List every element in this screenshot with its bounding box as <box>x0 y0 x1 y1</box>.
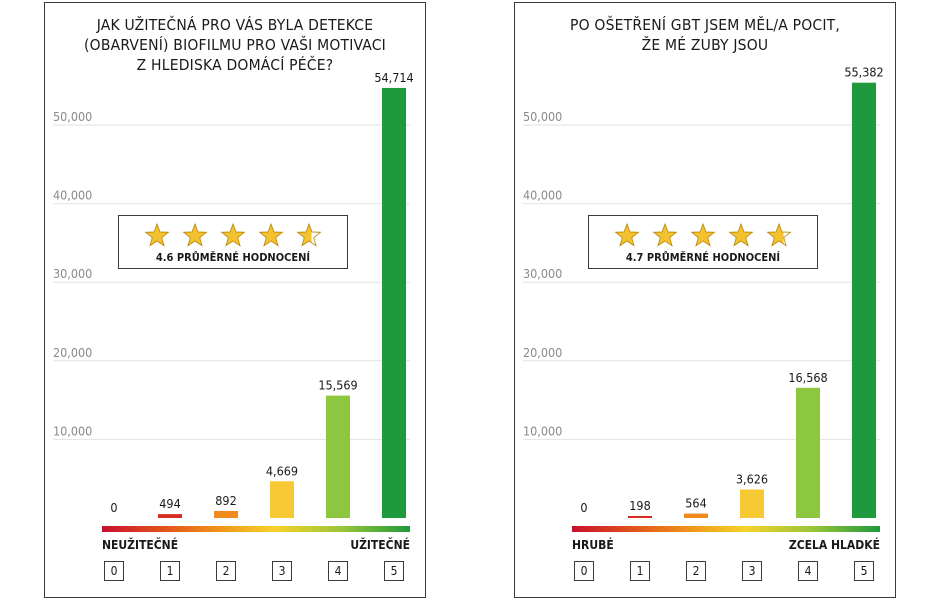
bar-3 <box>270 481 294 518</box>
y-tick-label: 10,000 <box>523 423 562 438</box>
star-rating <box>589 222 817 248</box>
star-rating <box>119 222 347 248</box>
category-box-3: 3 <box>742 561 762 581</box>
bar-chart-usefulness: 10,000 20,000 30,000 40,000 50,000 0 494 892 4,6… <box>53 70 414 518</box>
bar-value-label: 15,569 <box>318 378 357 393</box>
category-box-3: 3 <box>272 561 292 581</box>
star-icon <box>728 222 754 247</box>
bar-3 <box>740 489 764 518</box>
star-icon <box>220 222 246 247</box>
bar-value-label: 54,714 <box>374 70 413 85</box>
chart-panel-usefulness: JAK UŽITEČNÁ PRO VÁS BYLA DETEKCE (OBARV… <box>44 2 426 598</box>
star-icon <box>690 222 716 247</box>
star-icon <box>296 222 322 247</box>
scale-left-label: HRUBÉ <box>572 538 614 552</box>
scale-gradient-bar <box>102 526 410 532</box>
bar-2 <box>214 510 238 518</box>
scale-left-label: NEUŽITEČNÉ <box>102 538 179 552</box>
scale-right-label: UŽITEČNÉ <box>350 538 410 552</box>
star-icon <box>652 222 678 247</box>
bar-1 <box>628 516 652 518</box>
bar-5 <box>382 87 406 518</box>
bar-5 <box>852 82 876 518</box>
bar-value-label: 564 <box>685 496 706 511</box>
bar-value-label: 494 <box>159 496 180 511</box>
bar-value-label: 0 <box>110 500 117 515</box>
bar-value-label: 55,382 <box>844 65 883 80</box>
star-icon <box>182 222 208 247</box>
category-box-4: 4 <box>328 561 348 581</box>
star-icon <box>766 222 792 247</box>
y-tick-label: 50,000 <box>53 109 92 124</box>
bar-chart-smoothness: 10,000 20,000 30,000 40,000 50,000 0 198 564 3,6… <box>523 65 884 518</box>
y-tick-label: 50,000 <box>523 109 562 124</box>
bar-value-label: 16,568 <box>788 370 827 385</box>
bar-4 <box>326 395 350 518</box>
y-tick-label: 40,000 <box>53 188 92 203</box>
star-icon <box>144 222 170 247</box>
category-box-0: 0 <box>574 561 594 581</box>
category-box-2: 2 <box>216 561 236 581</box>
bar-2 <box>684 513 708 518</box>
star-icon <box>258 222 284 247</box>
category-box-1: 1 <box>630 561 650 581</box>
star-icon <box>614 222 640 247</box>
category-box-2: 2 <box>686 561 706 581</box>
chart-title: JAK UŽITEČNÁ PRO VÁS BYLA DETEKCE (OBARV… <box>84 16 386 74</box>
scale-right-label: ZCELA HLADKÉ <box>788 538 880 552</box>
y-tick-label: 30,000 <box>523 266 562 281</box>
chart-title: PO OŠETŘENÍ GBT JSEM MĚL/A POCIT, ŽE MÉ … <box>569 16 841 54</box>
category-box-4: 4 <box>798 561 818 581</box>
y-tick-label: 20,000 <box>523 345 562 360</box>
chart-panel-smoothness: PO OŠETŘENÍ GBT JSEM MĚL/A POCIT, ŽE MÉ … <box>514 2 896 598</box>
category-box-5: 5 <box>854 561 874 581</box>
average-rating-box: 4.6 PRŮMĚRNÉ HODNOCENÍ <box>118 215 348 269</box>
bar-value-label: 0 <box>580 500 587 515</box>
category-box-1: 1 <box>160 561 180 581</box>
bar-value-label: 198 <box>629 498 650 513</box>
y-tick-label: 30,000 <box>53 266 92 281</box>
scale-gradient-bar <box>572 526 880 532</box>
bar-4 <box>796 387 820 518</box>
average-rating-box: 4.7 PRŮMĚRNÉ HODNOCENÍ <box>588 215 818 269</box>
bar-value-label: 3,626 <box>736 471 768 486</box>
y-tick-label: 40,000 <box>523 188 562 203</box>
average-rating-label: 4.6 PRŮMĚRNÉ HODNOCENÍ <box>155 251 311 264</box>
y-tick-label: 20,000 <box>53 345 92 360</box>
bar-value-label: 4,669 <box>266 463 298 478</box>
bar-value-label: 892 <box>215 493 236 508</box>
average-rating-label: 4.7 PRŮMĚRNÉ HODNOCENÍ <box>625 251 781 264</box>
category-box-5: 5 <box>384 561 404 581</box>
y-tick-label: 10,000 <box>53 423 92 438</box>
bar-1 <box>158 514 182 518</box>
category-box-0: 0 <box>104 561 124 581</box>
